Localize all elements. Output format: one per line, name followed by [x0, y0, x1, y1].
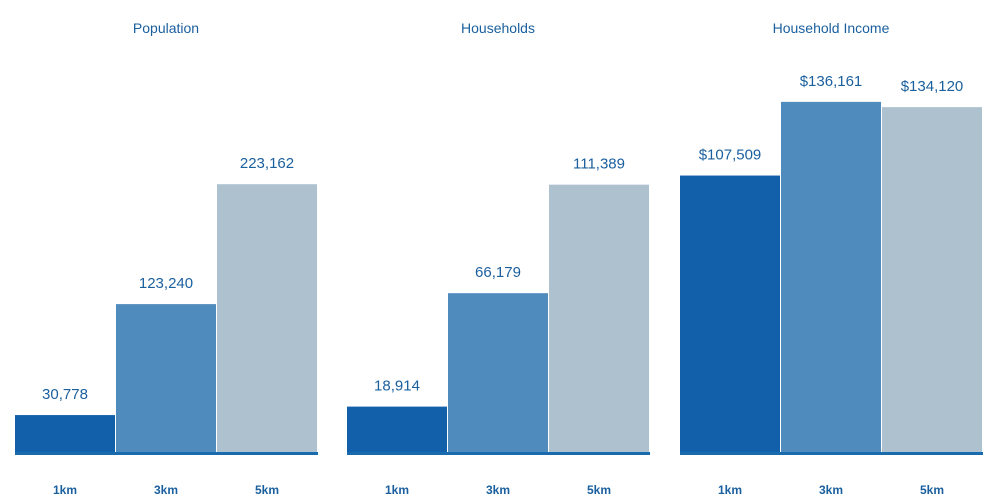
- chart-title: Population: [133, 20, 199, 36]
- bar-5km: [882, 107, 982, 453]
- bar-3km: [448, 293, 548, 452]
- x-tick-label: 5km: [920, 483, 944, 497]
- bar-5km: [217, 184, 317, 452]
- bar-3km: [116, 304, 216, 452]
- chart-title: Households: [461, 20, 535, 36]
- chart-panel-1: Households 18,914 1km 66,179 3km 111,389 5km: [347, 20, 650, 497]
- data-label: $107,509: [699, 147, 762, 164]
- chart-title: Household Income: [773, 20, 890, 36]
- x-tick-label: 3km: [819, 483, 843, 497]
- data-label: 30,778: [42, 386, 88, 403]
- data-label: 66,179: [475, 264, 521, 281]
- data-label: 18,914: [374, 378, 420, 395]
- bar-1km: [347, 406, 447, 452]
- x-tick-label: 3km: [486, 483, 510, 497]
- data-label: $136,161: [800, 73, 863, 90]
- data-label: 123,240: [139, 275, 193, 292]
- bar-3km: [781, 101, 881, 453]
- bar-1km: [15, 415, 115, 452]
- chart-panel-0: Population 30,778 1km 123,240 3km 223,162 5km: [15, 20, 318, 497]
- x-tick-label: 5km: [255, 483, 279, 497]
- x-tick-label: 3km: [154, 483, 178, 497]
- x-tick-label: 1km: [718, 483, 742, 497]
- data-label: $134,120: [901, 78, 964, 95]
- chart-panel-2: Household Income $107,509 1km $136,161 3km $1…: [680, 20, 983, 497]
- x-tick-label: 5km: [587, 483, 611, 497]
- bar-1km: [680, 175, 780, 452]
- data-label: 223,162: [240, 155, 294, 172]
- x-tick-label: 1km: [385, 483, 409, 497]
- bar-5km: [549, 184, 649, 453]
- x-axis-baseline: [15, 452, 318, 455]
- x-tick-label: 1km: [53, 483, 77, 497]
- x-axis-baseline: [680, 452, 983, 455]
- x-axis-baseline: [347, 452, 650, 455]
- data-label: 111,389: [573, 156, 625, 173]
